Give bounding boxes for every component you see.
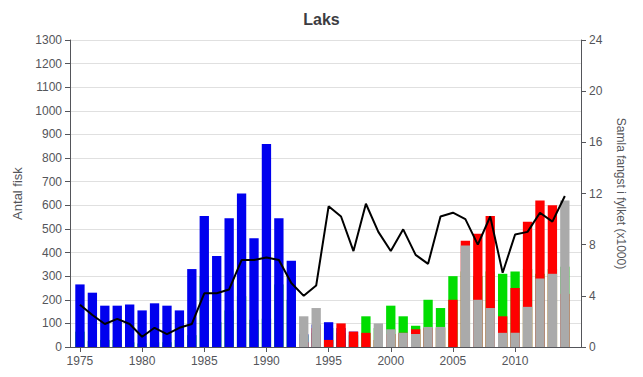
svg-text:0: 0 — [55, 340, 62, 354]
svg-text:900: 900 — [42, 127, 62, 141]
svg-text:600: 600 — [42, 198, 62, 212]
svg-text:12: 12 — [589, 187, 603, 201]
svg-text:1200: 1200 — [35, 57, 62, 71]
svg-text:1990: 1990 — [253, 354, 280, 368]
svg-text:300: 300 — [42, 269, 62, 283]
svg-text:800: 800 — [42, 151, 62, 165]
svg-text:500: 500 — [42, 222, 62, 236]
svg-text:4: 4 — [589, 289, 596, 303]
svg-text:1995: 1995 — [315, 354, 342, 368]
svg-text:Laks: Laks — [303, 11, 340, 28]
svg-text:1100: 1100 — [36, 80, 62, 94]
svg-text:8: 8 — [589, 238, 596, 252]
svg-text:2010: 2010 — [502, 354, 529, 368]
svg-text:0: 0 — [589, 340, 596, 354]
svg-text:2005: 2005 — [440, 354, 467, 368]
svg-text:1985: 1985 — [191, 354, 218, 368]
svg-text:1300: 1300 — [35, 33, 62, 47]
svg-text:1980: 1980 — [129, 354, 156, 368]
svg-text:1975: 1975 — [67, 354, 94, 368]
svg-text:2000: 2000 — [377, 354, 404, 368]
svg-text:100: 100 — [42, 316, 62, 330]
svg-text:700: 700 — [42, 175, 62, 189]
svg-text:Antal fisk: Antal fisk — [10, 167, 25, 220]
svg-text:16: 16 — [589, 135, 603, 149]
svg-text:1000: 1000 — [35, 104, 62, 118]
svg-text:400: 400 — [42, 246, 62, 260]
svg-text:Samla fangst i fylket (x1000): Samla fangst i fylket (x1000) — [614, 118, 628, 269]
svg-text:200: 200 — [42, 293, 62, 307]
svg-text:20: 20 — [589, 84, 603, 98]
svg-text:24: 24 — [589, 33, 603, 47]
